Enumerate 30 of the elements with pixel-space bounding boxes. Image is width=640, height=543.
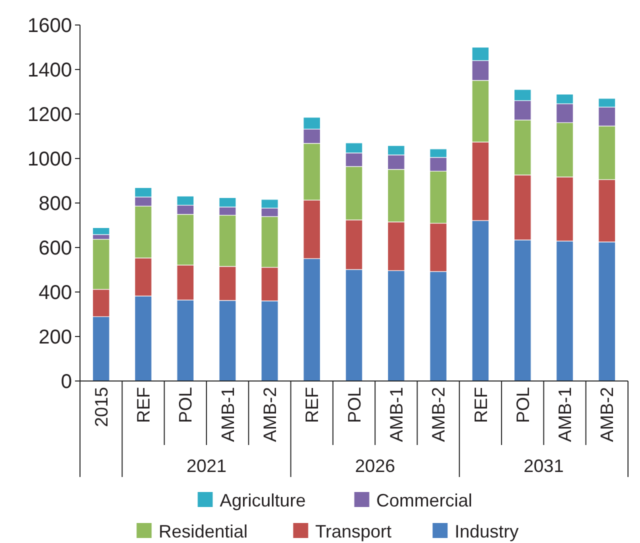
x-tick-label: REF [302, 386, 322, 423]
x-tick-label: AMB-1 [386, 387, 406, 442]
x-tick-label: REF [134, 386, 154, 423]
legend-label: Industry [454, 521, 519, 542]
x-tick-label: POL [512, 387, 533, 424]
y-tick-label: 1600 [28, 15, 72, 37]
y-tick-label: 600 [38, 238, 72, 260]
x-tick-label: AMB-1 [218, 387, 238, 442]
legend-label: Agriculture [220, 490, 306, 510]
text: 2026 [355, 456, 396, 476]
y-tick-label: 1200 [28, 104, 72, 126]
x-tick-label: AMB-2 [260, 387, 280, 442]
text: 2031 [524, 456, 564, 476]
y-tick-label: 0 [60, 371, 72, 393]
y-tick-label: 400 [38, 282, 72, 304]
legend-label: Transport [315, 521, 392, 542]
x-tick-label: AMB-2 [428, 387, 449, 442]
legend-label: Commercial [376, 490, 472, 510]
y-tick-label: 1000 [28, 148, 72, 170]
x-tick-label: REF [470, 386, 491, 423]
legend-label: Residential [158, 521, 248, 542]
x-tick-label: POL [344, 387, 364, 424]
x-tick-label: AMB-2 [597, 387, 618, 442]
x-tick-label: 2015 [91, 387, 112, 428]
x-tick-label: POL [176, 387, 196, 424]
y-tick-label: 1400 [28, 60, 72, 82]
y-tick-label: 800 [38, 193, 72, 215]
y-tick-label: 200 [38, 326, 72, 348]
x-tick-label: AMB-1 [555, 387, 576, 442]
text: 2021 [186, 456, 226, 476]
